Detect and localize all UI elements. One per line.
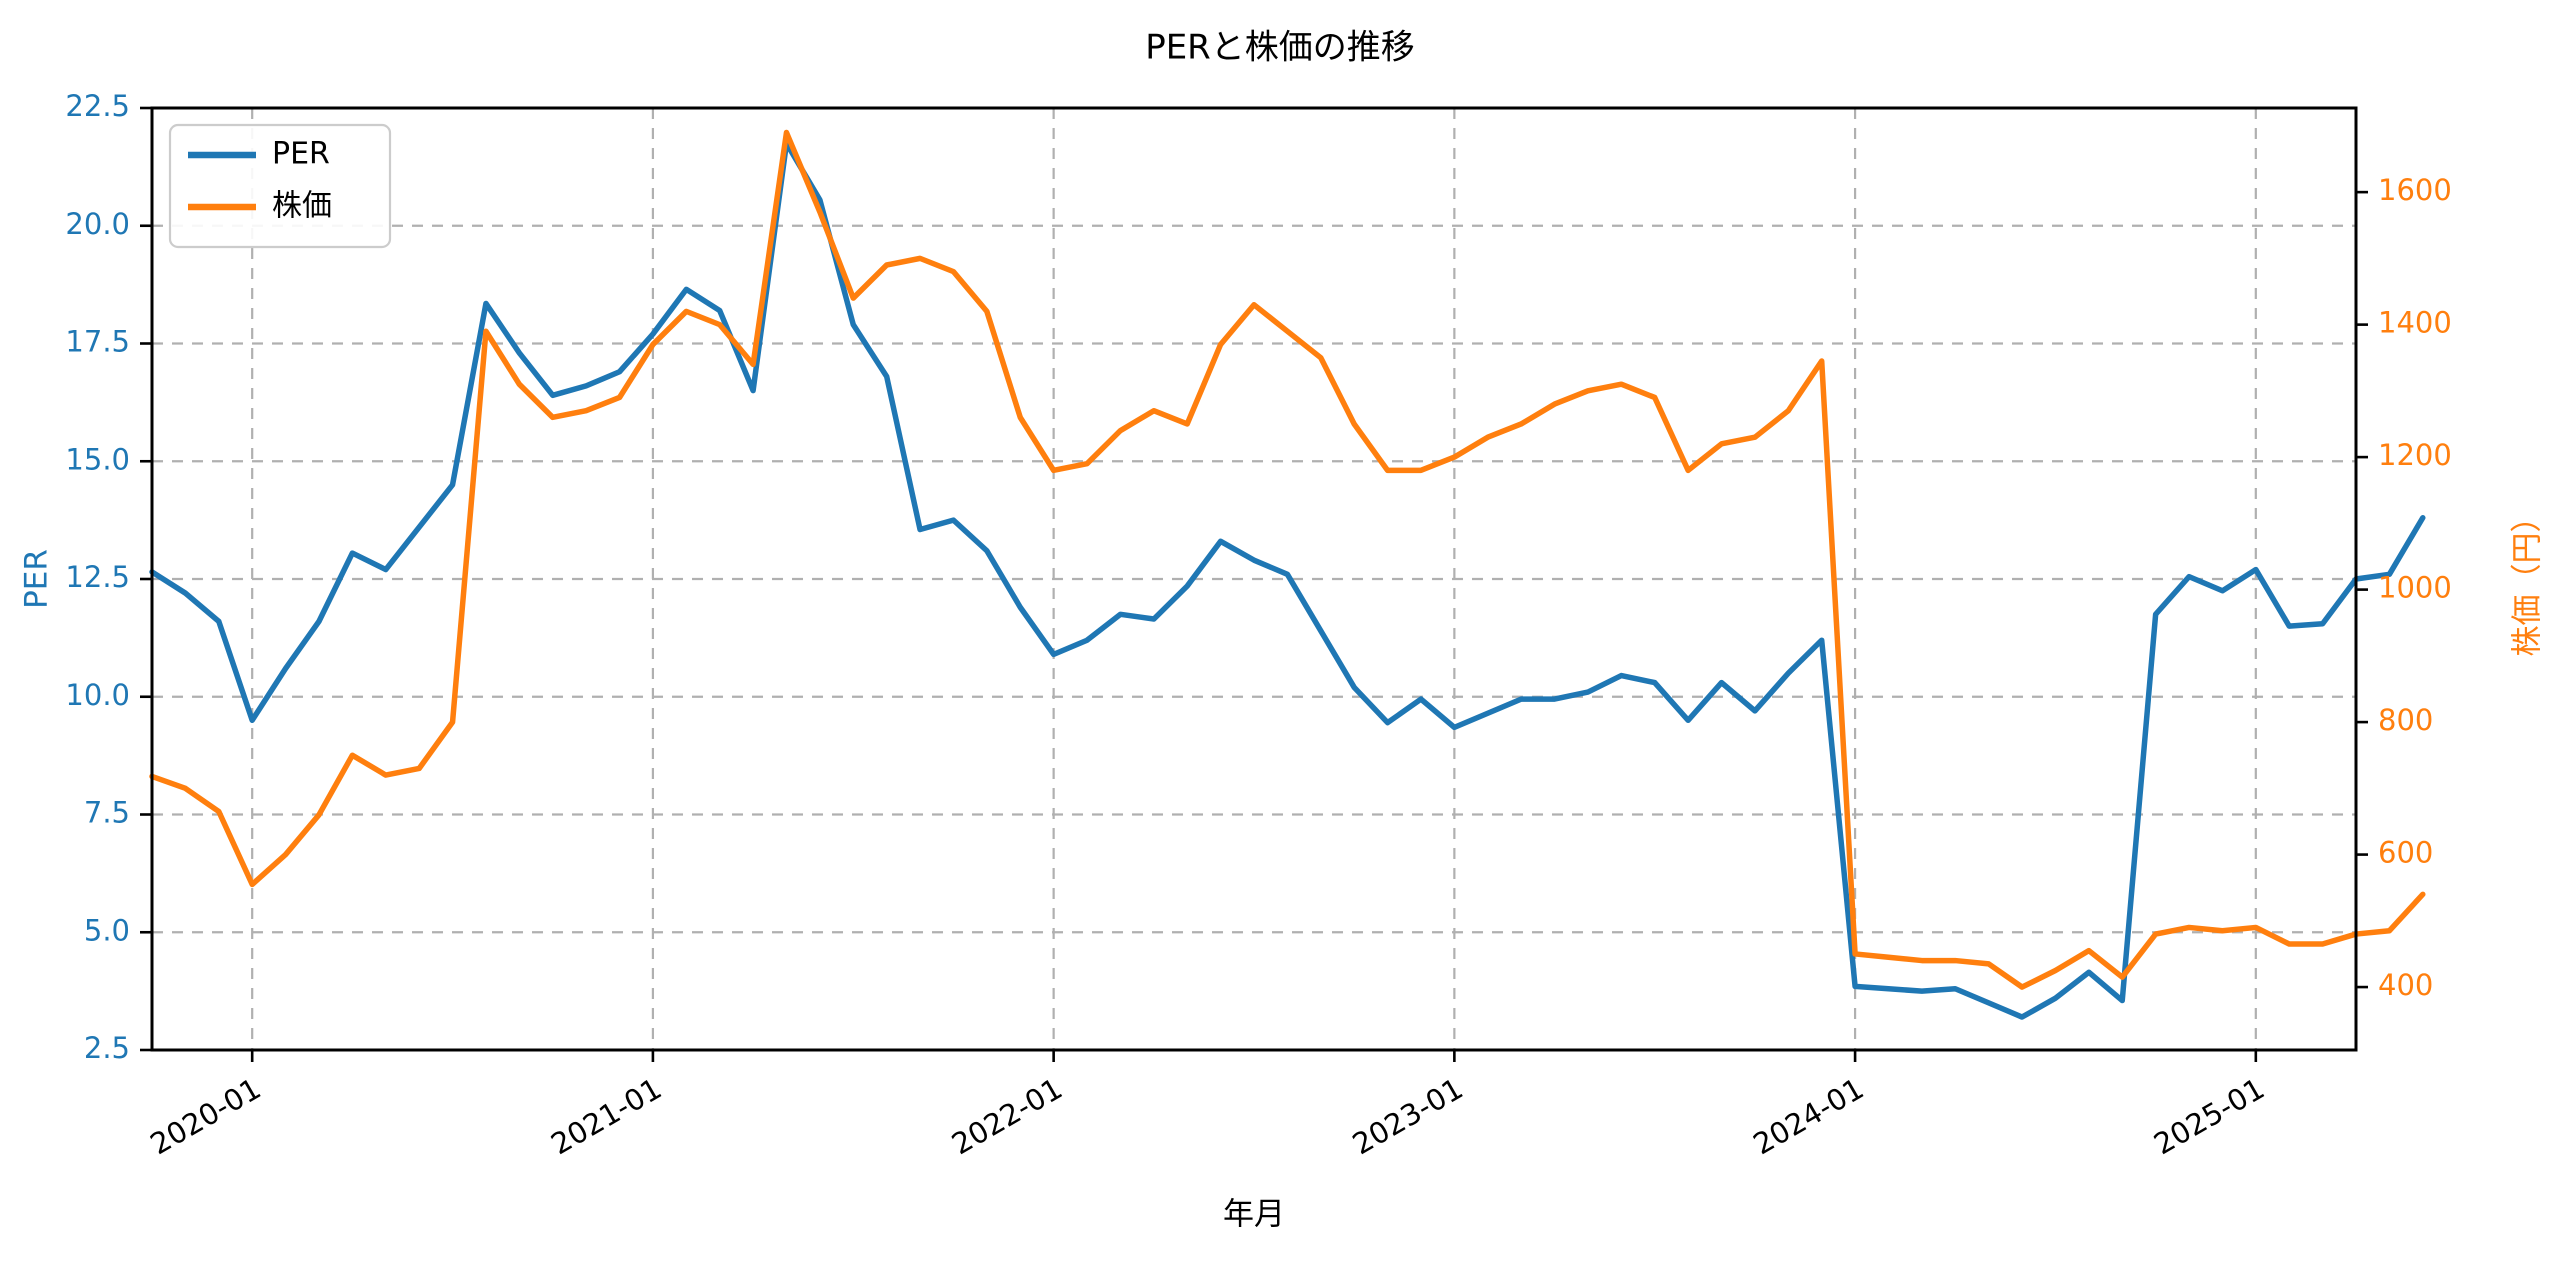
- y-axis-right-tick-label: 1600: [2378, 173, 2452, 207]
- y-axis-right-tick-label: 800: [2378, 703, 2433, 737]
- series-line-stock-price: [149, 129, 2426, 990]
- y-axis-left-tick-label: 22.5: [65, 89, 130, 123]
- series-lines: [149, 129, 2426, 1020]
- y-axis-right-tick-label: 1000: [2378, 571, 2452, 605]
- y-axis-left-tick-label: 5.0: [84, 913, 130, 947]
- y-axis-left-tick-label: 15.0: [65, 442, 130, 476]
- y-axis-right-title: 株価（円）: [2510, 502, 2546, 657]
- chart-title: PERと株価の推移: [1145, 28, 1415, 68]
- y-axis-left-tick-label: 12.5: [65, 560, 130, 594]
- y-axis-left-tick-label: 7.5: [84, 796, 130, 830]
- x-axis-title: 年月: [1223, 1197, 1285, 1233]
- legend-label-stock-price[interactable]: 株価: [272, 189, 332, 224]
- y-axis-left-tick-label: 2.5: [84, 1031, 130, 1065]
- y-axis-right-tick-label: 600: [2378, 836, 2433, 870]
- y-axis-right-tick-label: 1400: [2378, 306, 2452, 340]
- y-axis-left-tick-label: 20.0: [65, 207, 130, 241]
- chart-legend[interactable]: PER 株価: [168, 123, 392, 249]
- y-axis-right-tick-label: 1200: [2378, 438, 2452, 472]
- legend-label-per[interactable]: PER: [272, 137, 330, 172]
- series-line-per: [149, 140, 2426, 1020]
- y-axis-right-tick-label: 400: [2378, 968, 2433, 1002]
- y-axis-left-ticks: 2.5 5.0 7.5 10.0 12.5 15.0 17.5 20.0 22.5: [65, 89, 152, 1065]
- y-axis-right-ticks: 400 600 800 1000 1200 1400 1600: [2356, 173, 2452, 1002]
- y-axis-left-tick-label: 17.5: [65, 325, 130, 359]
- y-axis-left-title: PER: [19, 549, 55, 609]
- y-axis-left-tick-label: 10.0: [65, 678, 130, 712]
